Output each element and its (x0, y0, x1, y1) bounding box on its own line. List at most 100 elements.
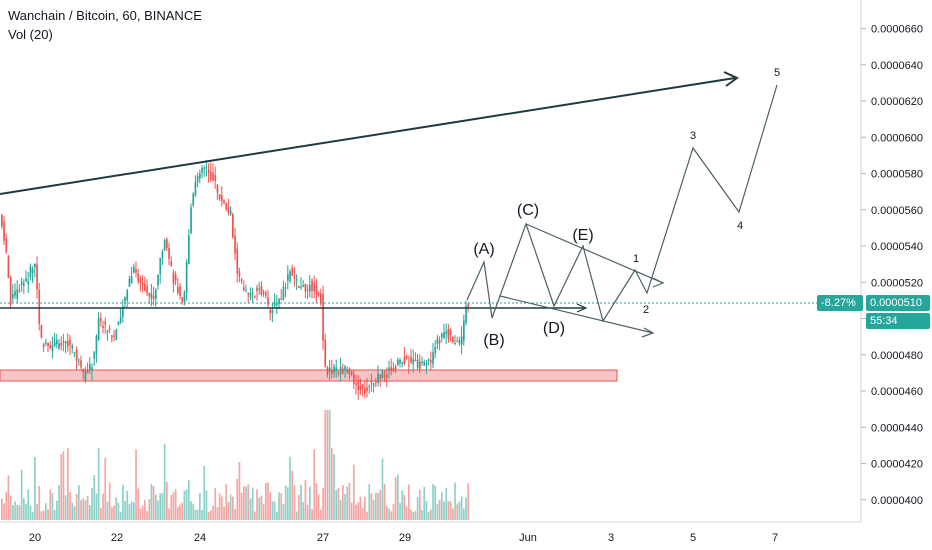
volume-bar (260, 495, 263, 520)
candle-body (73, 352, 76, 354)
wave-label: 3 (690, 130, 696, 142)
candle-body (177, 286, 179, 294)
level-arrowhead[interactable] (576, 303, 588, 313)
volume-bar (399, 503, 401, 520)
volume-bar (430, 509, 432, 520)
volume-bar (166, 482, 168, 520)
volume-bar (344, 494, 346, 520)
volume-bar (238, 461, 241, 520)
volume-bar (157, 500, 159, 520)
candle-body (447, 329, 450, 339)
rising-trendline[interactable] (0, 77, 736, 195)
volume-bar (23, 498, 25, 520)
candle-body (350, 371, 353, 375)
candle-body (71, 345, 74, 349)
candle-body (438, 340, 441, 344)
candle-body (298, 286, 300, 288)
volume-bar (350, 502, 353, 520)
candle-body (243, 287, 245, 291)
candle-body (56, 339, 58, 345)
volume-bar (392, 504, 395, 520)
volume-bar (271, 501, 274, 520)
wave-label: 5 (774, 67, 780, 79)
volume-bar (47, 509, 49, 520)
triangle-lower-line[interactable] (499, 295, 654, 334)
candle-body (419, 361, 421, 369)
volume-bar (168, 508, 170, 520)
volume-bar (174, 489, 177, 520)
volume-bar (179, 504, 181, 520)
triangle-upper-line[interactable] (525, 223, 664, 284)
volume-bar (67, 448, 69, 520)
volume-bar (427, 511, 430, 520)
volume-bar (366, 511, 368, 520)
volume-bar (113, 505, 115, 520)
candle-body (75, 349, 78, 361)
volume-bar (372, 499, 375, 520)
volume-bar (53, 509, 56, 520)
volume-bar (405, 506, 408, 520)
candle-body (133, 266, 135, 273)
volume-bar (357, 502, 360, 520)
volume-bar (326, 410, 329, 520)
candle-body (304, 283, 307, 292)
volume-bar (295, 511, 298, 520)
price-axis[interactable]: 0.0000660 0.0000640 0.0000620 0.0000600 0.00… (861, 24, 923, 507)
volume-bar (93, 475, 96, 520)
candle-body (238, 271, 241, 277)
volume-bar (100, 508, 102, 520)
volume-bar (214, 487, 217, 520)
triangle-upper-arrowhead[interactable] (652, 277, 665, 288)
support-zone[interactable] (0, 369, 618, 382)
volume-bar (38, 485, 41, 520)
volume-bar (91, 487, 93, 520)
trendline-arrowhead[interactable] (723, 71, 739, 87)
volume-bar (86, 495, 89, 520)
volume-bar (322, 487, 324, 520)
volume-bar (9, 495, 12, 520)
volume-bar (128, 504, 131, 520)
candle-body (196, 175, 199, 182)
candle-body (366, 387, 368, 391)
candle-body (144, 284, 146, 291)
volume-bar (137, 488, 140, 520)
triangle-lower-arrowhead[interactable] (641, 327, 655, 338)
wave-label: (E) (572, 227, 593, 244)
candle-body (276, 303, 278, 305)
volume-bar (267, 482, 269, 520)
time-axis[interactable]: 20 22 24 27 29 Jun 3 5 7 (29, 532, 778, 544)
volume-indicator-label[interactable]: Vol (20) (8, 27, 53, 42)
volume-bar (60, 453, 63, 520)
candle-body (302, 285, 305, 288)
volume-bar (449, 501, 452, 520)
volume-bar (346, 486, 349, 520)
elliott-wave-path[interactable] (466, 84, 778, 323)
candle-body (430, 360, 432, 363)
candle-body (293, 276, 296, 279)
candle-body (166, 239, 168, 248)
volume-bar (192, 503, 195, 520)
volume-bar (291, 470, 294, 520)
candle-body (155, 289, 157, 299)
volume-bar (73, 506, 76, 520)
volume-bar (328, 410, 331, 520)
volume-bar (289, 456, 291, 520)
price-tick-label: 0.0000620 (871, 96, 923, 108)
drawings[interactable] (0, 71, 778, 338)
candle-body (315, 286, 318, 294)
candle-body (254, 296, 256, 298)
volume-bar (342, 485, 344, 520)
candle-body (375, 380, 377, 383)
candle-body (188, 235, 190, 264)
volume-bar (122, 484, 124, 520)
price-tick-label: 0.0000600 (871, 132, 923, 144)
volume-bar (212, 505, 214, 520)
volume-bar (306, 504, 309, 520)
volume-bar (425, 500, 428, 520)
volume-bar (69, 492, 71, 520)
volume-bar (416, 497, 419, 520)
volume-bar (223, 506, 225, 520)
volume-bar (410, 509, 412, 520)
candle-body (416, 359, 419, 369)
